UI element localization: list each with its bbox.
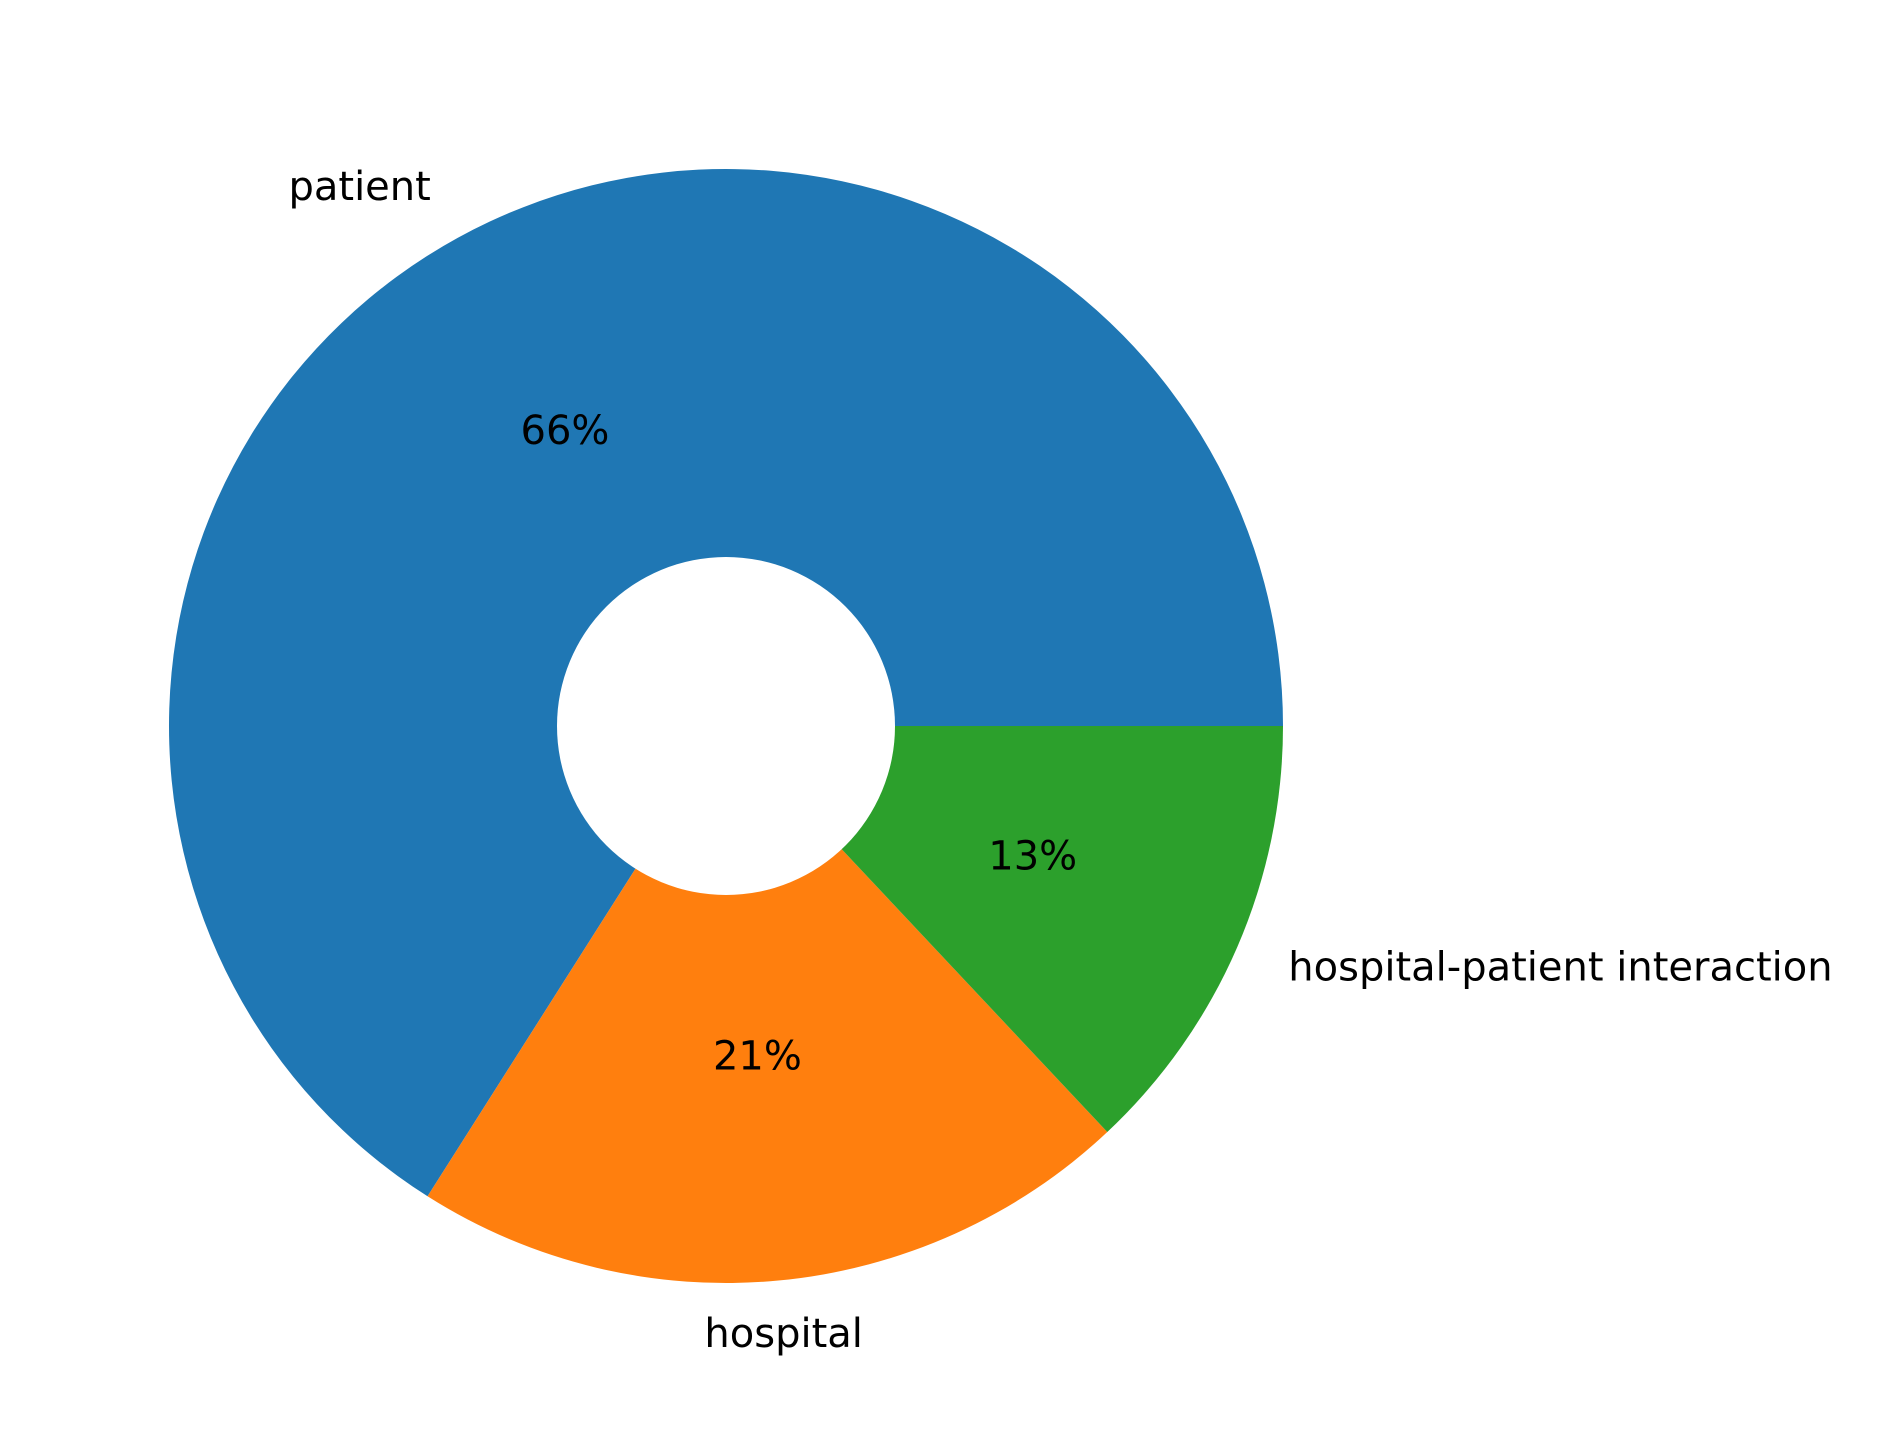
slice-hospital [427, 726, 1108, 1283]
category-label: hospital-patient interaction [1288, 944, 1832, 990]
slice-hospital-patient-interaction [726, 726, 1283, 1133]
category-label: patient [288, 164, 430, 210]
category-label: hospital [704, 1311, 862, 1357]
percent-label: 13% [988, 834, 1077, 880]
donut-hole [557, 557, 895, 895]
percent-label: 66% [521, 408, 610, 454]
percent-label: 21% [713, 1034, 802, 1080]
labels-group: patient 66% hospital 21% hospital-patient in… [288, 164, 1832, 1357]
